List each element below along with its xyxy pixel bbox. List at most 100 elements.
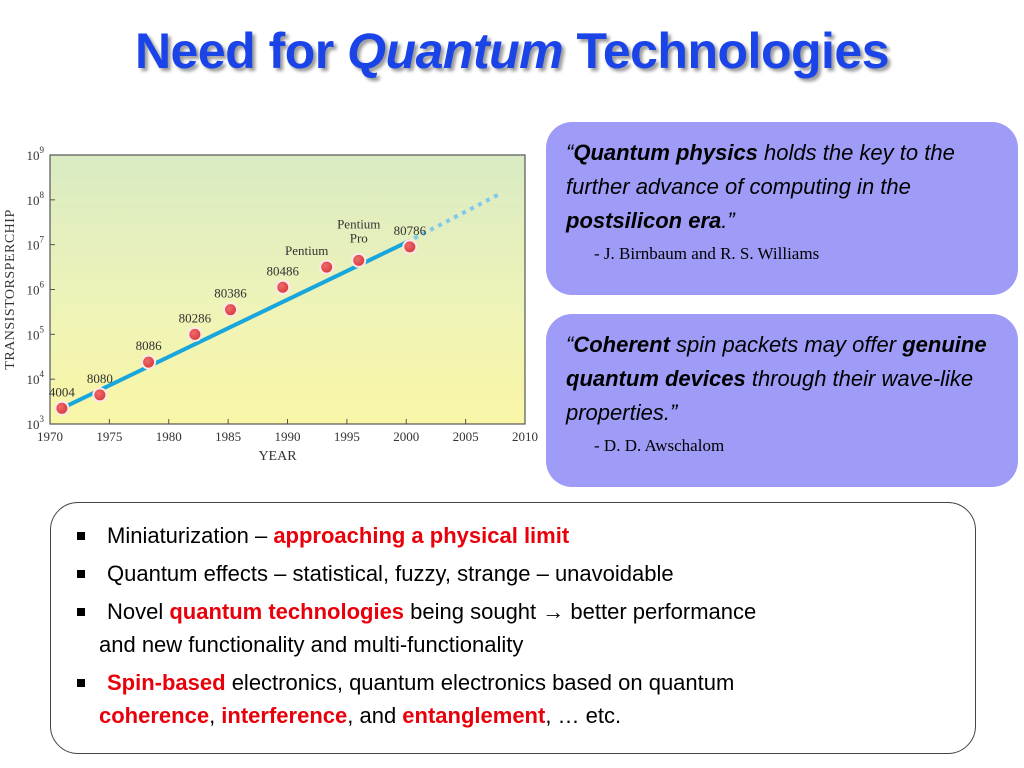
title-part-3: Technologies	[563, 23, 890, 79]
bullet-highlight: entanglement	[402, 703, 546, 728]
data-point-marker	[92, 387, 108, 403]
data-point-label-line: Pentium	[285, 243, 328, 258]
bullet-item: Quantum effects – statistical, fuzzy, st…	[77, 557, 955, 590]
data-point-label-line: 80486	[267, 263, 300, 278]
x-tick-label: 1975	[96, 429, 122, 444]
bullet-text: Miniaturization – approaching a physical…	[99, 523, 569, 548]
y-tick-exponent: 5	[40, 324, 45, 334]
data-point-label-line: 8086	[136, 338, 163, 353]
x-tick-label: 1995	[334, 429, 360, 444]
data-point-label: 8080	[87, 371, 113, 386]
y-tick-label: 106	[27, 280, 45, 298]
chart-svg: 1970 1975 1980 1985 1990 1995 2000 2005 20101031…	[3, 145, 538, 464]
quote-span: holds the key to the further advance of …	[566, 140, 955, 199]
bullet-list-box: Miniaturization – approaching a physical…	[50, 502, 976, 754]
quote-box-awschalom: “Coherent spin packets may offer genuine…	[546, 314, 1018, 487]
bullet-span: being sought	[404, 599, 543, 624]
bullet-highlight: Spin-based	[107, 670, 226, 695]
bullet-highlight: coherence	[99, 703, 210, 728]
data-point-label-line: Pro	[350, 230, 368, 245]
y-axis-label: TRANSISTORSPERCHIP	[3, 209, 18, 369]
quote-box-birnbaum: “Quantum physics holds the key to the fu…	[546, 122, 1018, 295]
bullet-text: Quantum effects – statistical, fuzzy, st…	[99, 561, 674, 586]
bullet-text: Spin-based electronics, quantum electron…	[99, 670, 734, 695]
quote-span: spin packets may offer	[669, 332, 903, 357]
bullet-span: , … etc.	[545, 703, 622, 728]
bullet-square-icon	[77, 570, 85, 578]
bullet-span: better performance	[564, 599, 757, 624]
bullet-square-icon	[77, 679, 85, 687]
y-tick-exponent: 6	[40, 280, 45, 290]
x-tick-label: 1980	[156, 429, 182, 444]
data-point-label: 80386	[214, 286, 247, 301]
quote-close: .”	[721, 208, 735, 233]
quote-bold: genuine quantum devices	[566, 332, 987, 391]
data-point-label-line: 80786	[394, 223, 427, 238]
quote-open: “	[566, 332, 574, 357]
data-point-label-line: 4004	[49, 384, 76, 399]
data-point-label: Pentium Pro	[337, 216, 380, 245]
x-tick-label: 2010	[512, 429, 538, 444]
x-tick-label: 1970	[37, 429, 63, 444]
data-point-marker	[187, 326, 203, 342]
right-arrow-icon: →	[542, 599, 565, 624]
y-tick-exponent: 7	[40, 235, 45, 245]
quote-attribution: - D. D. Awschalom	[594, 436, 725, 455]
quote-bold: Quantum physics	[573, 140, 758, 165]
bullet-continuation: and new functionality and multi-function…	[99, 632, 524, 657]
bullet-highlight: interference	[221, 703, 348, 728]
trend-line	[59, 240, 409, 411]
x-tick-label: 2005	[453, 429, 479, 444]
x-tick-label: 1985	[215, 429, 241, 444]
bullet-highlight: approaching a physical limit	[273, 523, 570, 548]
bullet-span: ,	[209, 703, 222, 728]
bullet-item: Miniaturization – approaching a physical…	[77, 519, 955, 552]
slide-title: Need for Quantum Technologies	[0, 22, 1024, 80]
quote-span: through their wave-like properties.”	[566, 366, 974, 425]
y-tick-label: 108	[27, 190, 45, 208]
moores-law-chart: 1970 1975 1980 1985 1990 1995 2000 2005 2010 103 1…	[0, 140, 540, 475]
y-tick-label: 105	[27, 324, 45, 342]
bullet-span: , and	[347, 703, 403, 728]
quote-bold: postsilicon era	[566, 208, 722, 233]
bullet-square-icon	[77, 532, 85, 540]
quote-text: “Quantum physics holds the key to the fu…	[566, 136, 1002, 238]
bullet-span: Miniaturization –	[107, 523, 274, 548]
data-point-label-line: 80386	[214, 286, 247, 301]
x-tick-label: 2000	[393, 429, 419, 444]
title-part-quantum: Quantum	[347, 23, 564, 79]
data-point-marker	[402, 239, 418, 255]
data-point-label: 8086	[136, 338, 163, 353]
data-point-marker	[223, 302, 238, 318]
data-point-marker	[54, 400, 70, 416]
data-point-label: 80486	[267, 263, 300, 278]
y-tick-label: 109	[27, 145, 45, 163]
data-point-label: 80286	[179, 310, 212, 325]
data-point-marker	[319, 259, 335, 275]
bullet-continuation: coherence, interference, and entanglemen…	[99, 699, 955, 732]
bullet-item: Spin-based electronics, quantum electron…	[77, 666, 955, 732]
quote-text: “Coherent spin packets may offer genuine…	[566, 328, 1002, 430]
data-point-marker	[275, 279, 291, 295]
bullet-span: electronics, quantum electronics based o…	[225, 670, 735, 695]
bullet-span: Quantum effects – statistical, fuzzy, st…	[107, 561, 674, 586]
data-point-label: Pentium	[285, 243, 328, 258]
data-point-label-line: Pentium	[337, 216, 380, 231]
data-point-marker	[141, 354, 157, 370]
bullet-span: Novel	[107, 599, 170, 624]
x-axis-label: YEAR	[258, 449, 297, 464]
data-point-label: 4004	[49, 384, 76, 399]
y-tick-exponent: 8	[40, 190, 45, 200]
y-tick-exponent: 9	[40, 145, 45, 155]
bullet-square-icon	[77, 608, 85, 616]
bullet-text: Novel quantum technologies being sought …	[99, 599, 756, 624]
y-tick-exponent: 3	[40, 414, 45, 424]
y-tick-label: 104	[27, 369, 45, 387]
x-tick-label: 1990	[275, 429, 301, 444]
bullet-item: Novel quantum technologies being sought …	[77, 595, 955, 661]
title-part-1: Need for	[134, 23, 348, 79]
y-tick-label: 107	[27, 235, 45, 253]
quote-open: “	[566, 140, 574, 165]
data-point-label-line: 80286	[179, 310, 212, 325]
data-point-label-line: 8080	[87, 371, 113, 386]
